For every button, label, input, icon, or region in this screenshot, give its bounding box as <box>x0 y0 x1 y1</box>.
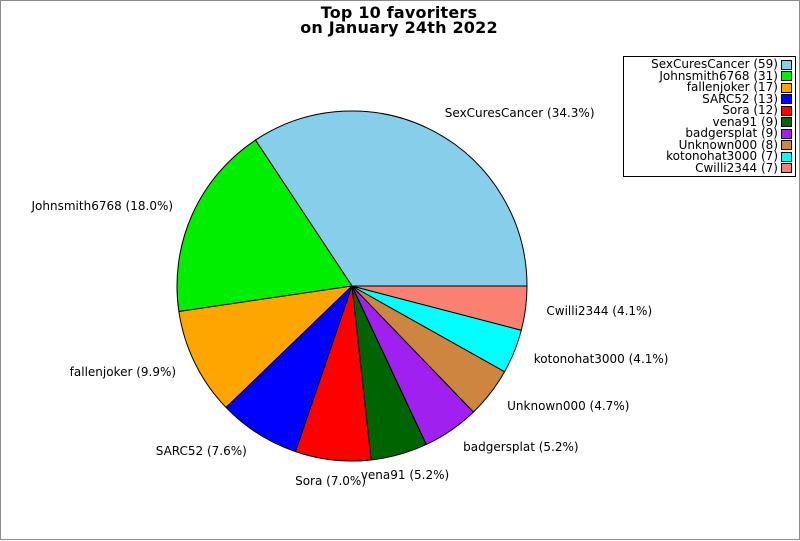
legend-label: badgersplat (9) <box>685 126 778 140</box>
legend-label: Unknown000 (8) <box>678 137 778 152</box>
legend-item-vena91: vena91 (9) <box>626 114 792 129</box>
legend-item-Sora: Sora (12) <box>626 103 792 117</box>
legend-item-Johnsmith6768: Johnsmith6768 (31) <box>626 68 792 83</box>
legend-swatch <box>781 117 792 128</box>
legend-item-kotonohat3000: kotonohat3000 (7) <box>626 149 792 163</box>
legend-item-SARC52: SARC52 (13) <box>626 91 792 106</box>
legend-swatch <box>781 71 792 82</box>
chart-title-line1: Top 10 favoriters <box>320 3 478 22</box>
chart-title-line2: on January 24th 2022 <box>300 18 498 37</box>
legend-item-Unknown000: Unknown000 (8) <box>626 137 792 152</box>
legend-swatch <box>781 82 792 93</box>
legend-swatch <box>781 151 792 162</box>
legend-label: vena91 (9) <box>712 114 778 129</box>
legend-swatch <box>781 140 792 151</box>
legend-label: SexCuresCancer (59) <box>651 57 778 71</box>
chart-title: Top 10 favoriters on January 24th 2022 <box>1 3 797 37</box>
legend-label: Johnsmith6768 (31) <box>659 68 778 83</box>
legend-swatch <box>781 163 792 174</box>
legend-item-SexCuresCancer: SexCuresCancer (59) <box>626 57 792 71</box>
legend-label: kotonohat3000 (7) <box>666 149 778 163</box>
legend-item-Cwilli2344: Cwilli2344 (7) <box>626 160 792 175</box>
legend-label: Cwilli2344 (7) <box>695 160 778 175</box>
legend: SexCuresCancer (59) Johnsmith6768 (31) fal… <box>623 56 796 177</box>
pie-slice-Johnsmith6768 <box>176 139 353 312</box>
legend-label: fallenjoker (17) <box>686 80 778 94</box>
pie-slice-fallenjoker <box>178 285 353 408</box>
legend-swatch <box>781 105 792 116</box>
legend-swatch <box>781 94 792 105</box>
legend-swatch <box>781 59 792 70</box>
pie-slice-Cwilli2344 <box>351 285 528 331</box>
legend-label: Sora (12) <box>722 103 778 117</box>
legend-item-fallenjoker: fallenjoker (17) <box>626 80 792 94</box>
legend-item-badgersplat: badgersplat (9) <box>626 126 792 140</box>
legend-label: SARC52 (13) <box>702 91 778 106</box>
legend-swatch <box>781 128 792 139</box>
